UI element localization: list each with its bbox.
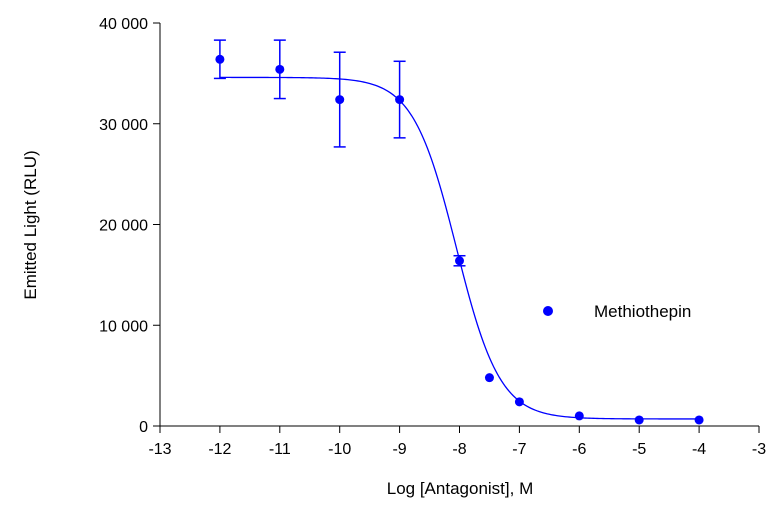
y-axis: 0 10 000 20 000 30 000 40 000 bbox=[99, 16, 161, 436]
x-tick-label: -9 bbox=[392, 441, 406, 458]
x-tick-label: -3 bbox=[752, 441, 766, 458]
data-point bbox=[634, 415, 644, 425]
data-point bbox=[574, 411, 584, 421]
x-tick-label: -13 bbox=[148, 441, 171, 458]
x-tick-label: -11 bbox=[269, 441, 291, 458]
data-point bbox=[694, 415, 704, 425]
x-tick-label: -12 bbox=[208, 441, 231, 458]
y-tick-label: 10 000 bbox=[99, 318, 148, 335]
y-axis-title: Emitted Light (RLU) bbox=[21, 150, 40, 299]
x-tick-label: -4 bbox=[692, 441, 706, 458]
x-axis: -13 -12 -11 -10 -9 -8 -7 -6 -5 -4 -3 bbox=[148, 425, 766, 458]
x-tick-label: -7 bbox=[512, 441, 526, 458]
data-point bbox=[395, 95, 405, 105]
fit-curve bbox=[219, 76, 700, 420]
data-point bbox=[514, 397, 524, 407]
y-tick-label: 30 000 bbox=[99, 117, 148, 134]
data-point bbox=[455, 256, 464, 266]
y-tick-label: 0 bbox=[139, 419, 148, 436]
data-point bbox=[215, 54, 225, 64]
x-tick-label: -8 bbox=[452, 441, 466, 458]
y-tick-label: 20 000 bbox=[99, 218, 148, 235]
y-axis-ticks: 0 10 000 20 000 30 000 40 000 bbox=[99, 16, 160, 436]
x-axis-title: Log [Antagonist], M bbox=[387, 479, 533, 498]
x-tick-label: -6 bbox=[572, 441, 586, 458]
legend-marker bbox=[543, 306, 553, 316]
x-axis-ticks: -13 -12 -11 -10 -9 -8 -7 -6 -5 -4 -3 bbox=[148, 426, 766, 458]
x-tick-label: -10 bbox=[328, 441, 351, 458]
legend: Methiothepin bbox=[543, 302, 691, 321]
data-point bbox=[275, 64, 285, 74]
legend-label: Methiothepin bbox=[594, 302, 691, 321]
y-tick-label: 40 000 bbox=[99, 16, 148, 33]
data-point bbox=[484, 373, 494, 383]
data-point bbox=[335, 95, 345, 105]
x-tick-label: -5 bbox=[632, 441, 646, 458]
plot-area bbox=[213, 39, 704, 425]
